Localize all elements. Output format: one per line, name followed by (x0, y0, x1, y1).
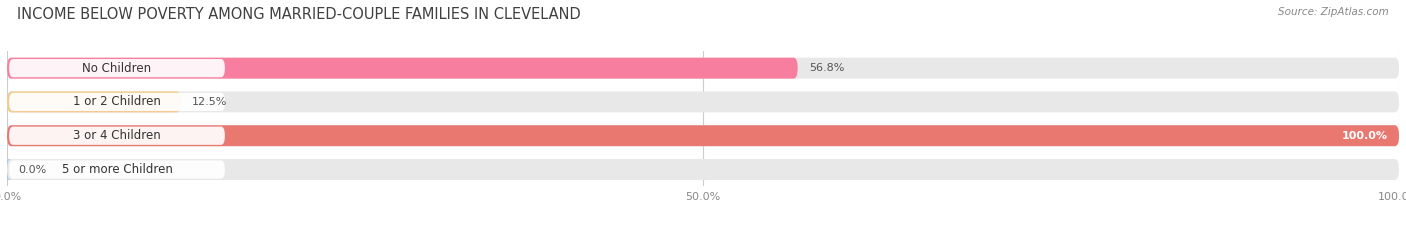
Text: INCOME BELOW POVERTY AMONG MARRIED-COUPLE FAMILIES IN CLEVELAND: INCOME BELOW POVERTY AMONG MARRIED-COUPL… (17, 7, 581, 22)
Text: 100.0%: 100.0% (1341, 131, 1388, 141)
Text: 0.0%: 0.0% (18, 164, 46, 175)
FancyBboxPatch shape (7, 58, 1399, 79)
Text: 3 or 4 Children: 3 or 4 Children (73, 129, 160, 142)
FancyBboxPatch shape (7, 92, 1399, 112)
FancyBboxPatch shape (3, 159, 11, 180)
Text: 5 or more Children: 5 or more Children (62, 163, 173, 176)
Text: 1 or 2 Children: 1 or 2 Children (73, 96, 160, 108)
FancyBboxPatch shape (7, 92, 181, 112)
Text: 12.5%: 12.5% (193, 97, 228, 107)
FancyBboxPatch shape (8, 127, 225, 145)
FancyBboxPatch shape (7, 159, 1399, 180)
Text: Source: ZipAtlas.com: Source: ZipAtlas.com (1278, 7, 1389, 17)
FancyBboxPatch shape (7, 125, 1399, 146)
FancyBboxPatch shape (8, 93, 225, 111)
Text: No Children: No Children (83, 62, 152, 75)
Text: 56.8%: 56.8% (808, 63, 844, 73)
FancyBboxPatch shape (8, 59, 225, 77)
FancyBboxPatch shape (8, 160, 225, 179)
FancyBboxPatch shape (7, 125, 1399, 146)
FancyBboxPatch shape (7, 58, 797, 79)
